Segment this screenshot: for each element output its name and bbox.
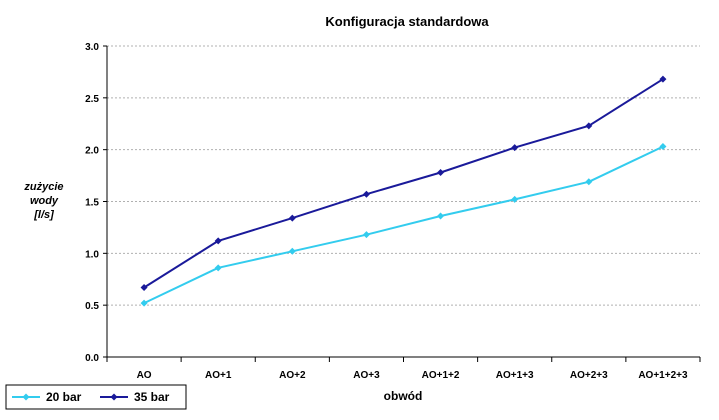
data-point <box>288 247 296 255</box>
x-tick-label: AO+1+2 <box>422 370 460 381</box>
x-tick-label: AO+1 <box>205 370 232 381</box>
y-tick-label: 0.5 <box>85 301 99 312</box>
data-point <box>214 237 222 245</box>
legend-swatch-marker <box>110 393 118 401</box>
x-tick-labels: AO AO+1 AO+2 AO+3 AO+1+2 AO+1+3 AO+2+3 AO+1+2+3 <box>137 370 688 381</box>
y-axis-label-line-1: zużycie <box>23 181 63 193</box>
series-group <box>140 75 667 307</box>
series-line-2 <box>143 78 664 289</box>
x-tick-label: AO+2+3 <box>570 370 608 381</box>
legend-label: 20 bar <box>46 390 82 404</box>
legend-swatch-marker <box>22 393 30 401</box>
data-point <box>659 143 667 151</box>
data-point <box>288 214 296 222</box>
x-tick-label: AO+3 <box>353 370 380 381</box>
data-point <box>437 168 445 176</box>
y-tick-labels: 0.0 0.5 1.0 1.5 2.0 2.5 3.0 <box>85 42 99 364</box>
data-point <box>585 122 593 130</box>
chart-title: Konfiguracja standardowa <box>325 14 489 29</box>
y-tick-label: 3.0 <box>85 42 99 53</box>
x-tick-label: AO+2 <box>279 370 306 381</box>
y-tick-label: 2.5 <box>85 94 99 105</box>
data-point <box>659 75 667 83</box>
series-line-1 <box>143 145 664 305</box>
data-point <box>362 190 370 198</box>
x-tick-label: AO <box>137 370 152 381</box>
x-tick-label: AO+1+2+3 <box>638 370 688 381</box>
y-axis-label-line-2: wody <box>30 195 59 207</box>
x-axis-label: obwód <box>384 389 423 403</box>
data-point <box>511 195 519 203</box>
y-tick-label: 1.5 <box>85 198 99 209</box>
data-point <box>140 284 148 292</box>
axes <box>106 46 701 362</box>
x-tick-label: AO+1+3 <box>496 370 534 381</box>
y-axis-label-line-3: [l/s] <box>33 209 54 221</box>
data-point <box>437 212 445 220</box>
legend: 20 bar 35 bar <box>5 384 187 410</box>
legend-label: 35 bar <box>134 390 170 404</box>
data-point <box>140 299 148 307</box>
y-tick-label: 1.0 <box>85 249 99 260</box>
data-point <box>362 231 370 239</box>
data-point <box>585 178 593 186</box>
y-tick-label: 2.0 <box>85 146 99 157</box>
y-axis-label: zużycie wody [l/s] <box>23 181 63 221</box>
y-tick-label: 0.0 <box>85 353 99 364</box>
data-point <box>214 264 222 272</box>
gridlines <box>103 45 700 358</box>
data-point <box>511 144 519 152</box>
